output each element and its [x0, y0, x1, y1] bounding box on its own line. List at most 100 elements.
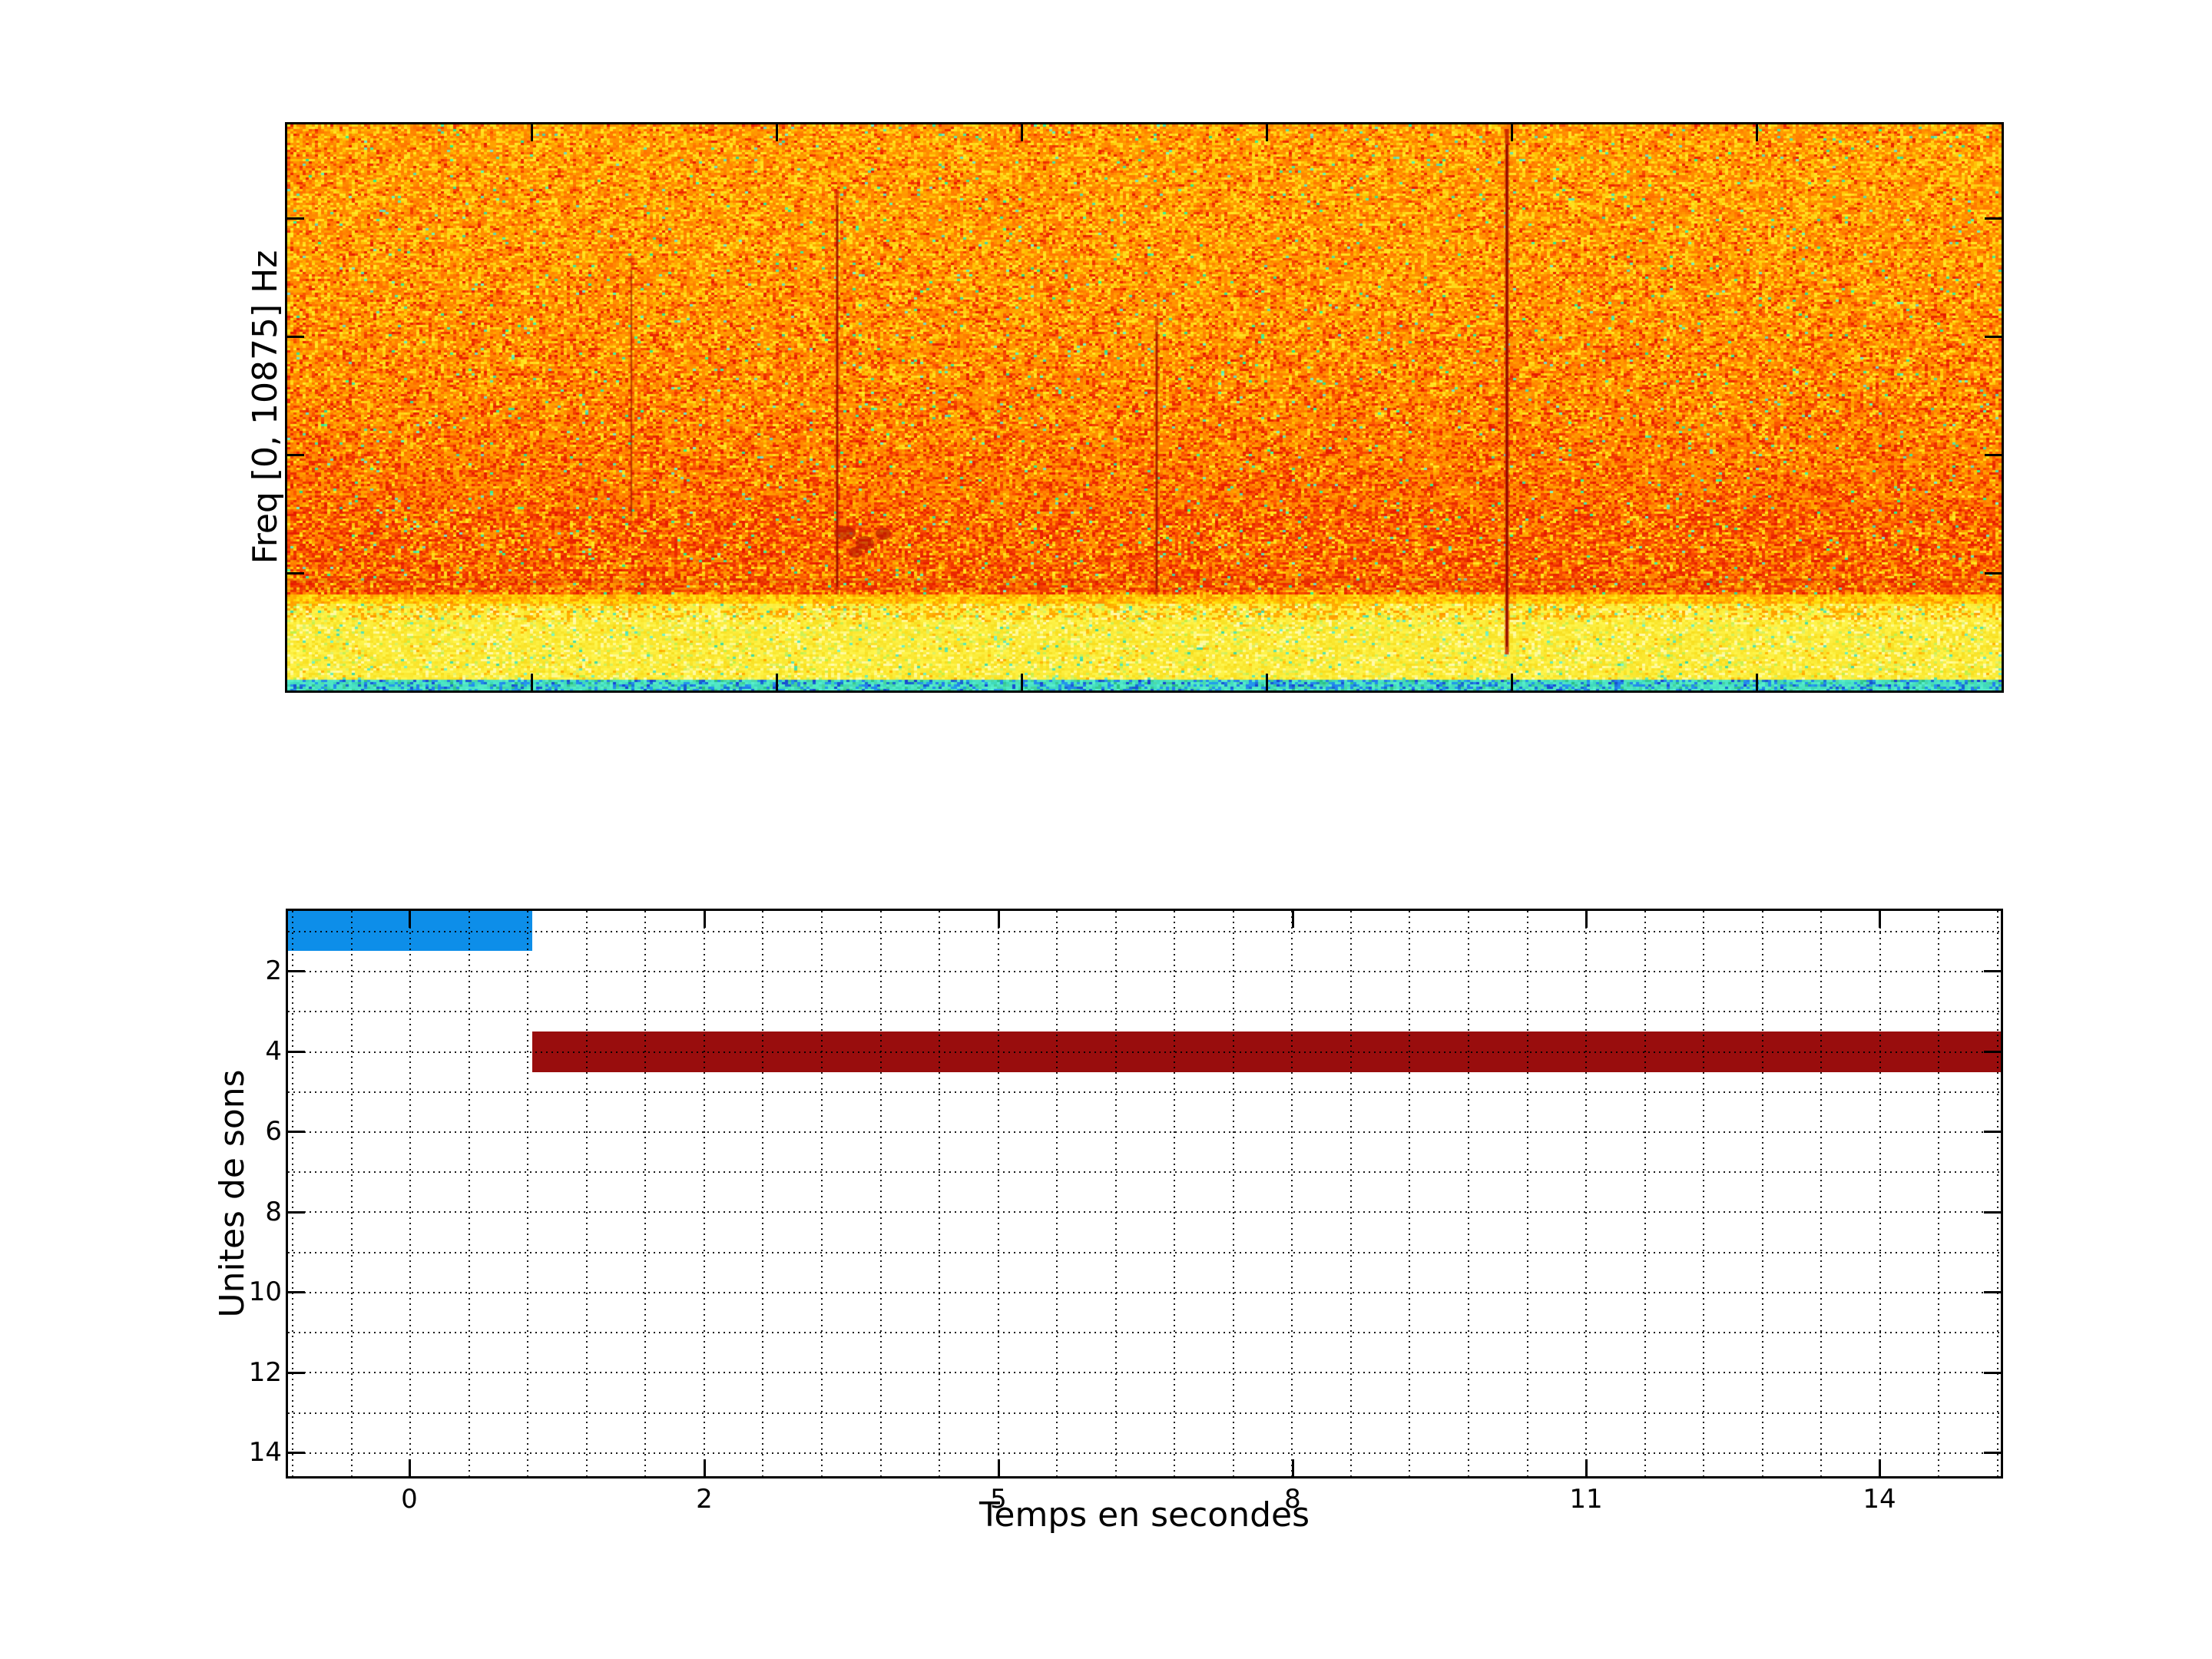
y-tick	[288, 1211, 305, 1214]
y-tick	[1984, 1051, 2001, 1053]
grid-line-vertical	[1820, 911, 1822, 1476]
y-tick	[288, 1131, 305, 1133]
x-tick	[409, 1459, 411, 1476]
grid-line-horizontal	[288, 1292, 2001, 1293]
x-tick	[998, 911, 1000, 928]
grid-line-horizontal	[288, 1452, 2001, 1454]
y-tick	[1985, 572, 2002, 575]
grid-line-horizontal	[288, 1332, 2001, 1333]
x-tick	[704, 911, 706, 928]
grid-line-horizontal	[288, 1091, 2001, 1093]
grid-line-vertical	[998, 911, 999, 1476]
grid-line-horizontal	[288, 1171, 2001, 1173]
y-tick-label: 14	[248, 1437, 282, 1468]
y-tick	[288, 1051, 305, 1053]
grid-line-vertical	[1409, 911, 1410, 1476]
grid-line-horizontal	[288, 1011, 2001, 1012]
y-tick	[1985, 217, 2002, 220]
x-tick-label: 2	[696, 1484, 713, 1515]
y-tick	[1984, 1372, 2001, 1374]
grid-line-vertical	[1997, 911, 1998, 1476]
grid-line-vertical	[880, 911, 882, 1476]
y-tick-label: 4	[265, 1036, 282, 1067]
grid-line-vertical	[1938, 911, 1939, 1476]
grid-line-vertical	[1291, 911, 1293, 1476]
grid-line-vertical	[586, 911, 588, 1476]
y-tick	[1984, 1211, 2001, 1214]
grid-line-horizontal	[288, 1211, 2001, 1213]
x-tick	[1511, 674, 1513, 690]
x-tick	[1585, 911, 1588, 928]
y-tick	[287, 336, 304, 338]
y-tick	[288, 1291, 305, 1293]
x-tick	[1511, 124, 1513, 141]
x-tick	[1021, 674, 1023, 690]
y-tick	[1985, 454, 2002, 456]
y-tick	[287, 454, 304, 456]
grid-line-vertical	[292, 911, 293, 1476]
y-tick	[288, 1452, 305, 1454]
y-tick	[1984, 1452, 2001, 1454]
grid-line-horizontal	[288, 1131, 2001, 1133]
grid-line-vertical	[1174, 911, 1175, 1476]
segments-axes	[286, 909, 2003, 1479]
grid-line-vertical	[409, 911, 411, 1476]
grid-line-vertical	[939, 911, 940, 1476]
y-tick	[1984, 1291, 2001, 1293]
grid-line-vertical	[1233, 911, 1234, 1476]
x-tick	[1021, 124, 1023, 141]
x-tick	[998, 1459, 1000, 1476]
grid-line-horizontal	[288, 931, 2001, 932]
grid-line-vertical	[1527, 911, 1528, 1476]
x-tick-label: 11	[1569, 1484, 1603, 1515]
y-tick-label: 6	[265, 1116, 282, 1147]
x-tick	[1879, 911, 1881, 928]
grid-line-vertical	[1879, 911, 1881, 1476]
grid-line-horizontal	[288, 1412, 2001, 1414]
y-tick	[287, 217, 304, 220]
x-tick	[1585, 1459, 1588, 1476]
grid-line-vertical	[1115, 911, 1117, 1476]
spectrogram-image	[287, 124, 2002, 690]
x-tick	[704, 1459, 706, 1476]
grid-line-vertical	[351, 911, 353, 1476]
grid-line-vertical	[1056, 911, 1058, 1476]
spectrogram-y-axis-label: Freq [0, 10875] Hz	[246, 250, 285, 565]
x-tick	[409, 911, 411, 928]
grid-line-vertical	[527, 911, 528, 1476]
x-tick	[776, 674, 778, 690]
grid-line-vertical	[1644, 911, 1646, 1476]
y-tick-label: 8	[265, 1197, 282, 1227]
grid-line-vertical	[644, 911, 646, 1476]
grid-line-vertical	[821, 911, 823, 1476]
y-tick-label: 2	[265, 955, 282, 986]
grid-line-vertical	[1350, 911, 1352, 1476]
y-tick	[1985, 336, 2002, 338]
y-axis-label: Unites de sons	[213, 1069, 252, 1318]
y-tick-label: 10	[248, 1277, 282, 1307]
x-tick	[1756, 124, 1758, 141]
x-tick	[1756, 674, 1758, 690]
y-tick	[287, 572, 304, 575]
x-tick	[1292, 1459, 1294, 1476]
grid-line-vertical	[1703, 911, 1704, 1476]
grid-line-vertical	[704, 911, 705, 1476]
x-axis-label: Temps en secondes	[979, 1495, 1310, 1535]
x-tick	[776, 124, 778, 141]
x-tick-label: 14	[1863, 1484, 1896, 1515]
x-tick	[1266, 674, 1268, 690]
y-tick-label: 12	[248, 1357, 282, 1388]
y-tick	[288, 970, 305, 972]
grid-line-vertical	[762, 911, 763, 1476]
spectrogram-axes	[285, 122, 2004, 693]
x-tick	[1292, 911, 1294, 928]
x-tick-label: 8	[1284, 1484, 1301, 1515]
grid-line-vertical	[1468, 911, 1469, 1476]
x-tick	[531, 124, 533, 141]
x-tick-label: 0	[401, 1484, 418, 1515]
y-tick	[288, 1372, 305, 1374]
grid-line-horizontal	[288, 1252, 2001, 1253]
grid-line-vertical	[1585, 911, 1587, 1476]
y-tick	[1984, 1131, 2001, 1133]
